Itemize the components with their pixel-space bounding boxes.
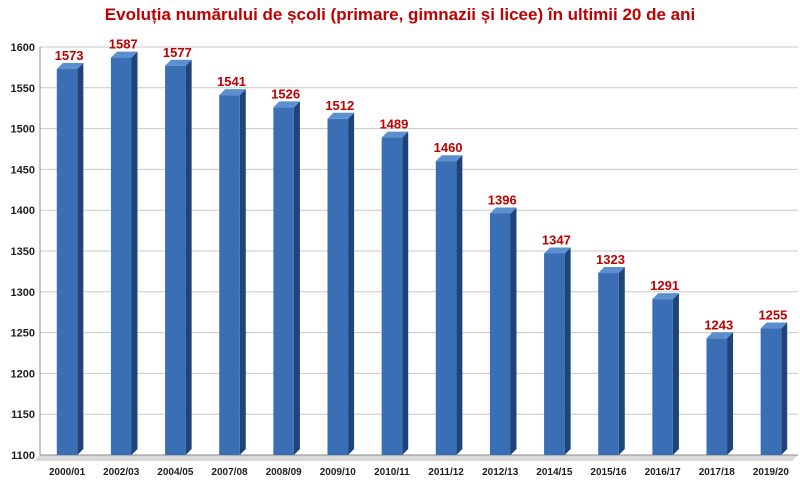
data-label: 1255 [758,308,787,323]
bar-top [652,293,679,300]
bar-side [131,51,138,455]
bar [110,57,132,455]
bar [435,161,457,456]
data-label: 1489 [379,117,408,132]
y-tick-label: 1550 [11,83,35,95]
y-tick-label: 1200 [11,368,35,380]
data-label: 1396 [488,192,517,207]
x-tick-label: 2011/12 [428,467,464,478]
bar-side [618,267,625,455]
bar-side [456,155,463,456]
data-label: 1541 [217,74,246,89]
x-tick-label: 2014/15 [536,467,573,478]
bar [489,213,511,455]
bar-top [706,332,734,339]
data-label: 1512 [325,98,354,113]
y-tick-label: 1300 [11,287,35,299]
bar-top [219,89,246,96]
bar-side [293,101,300,455]
data-label: 1587 [109,37,138,52]
bar [598,273,619,455]
x-tick-label: 2000/01 [49,467,86,478]
data-label: 1323 [596,252,625,267]
bar-side [77,63,84,455]
y-tick-label: 1500 [11,124,35,136]
x-tick-label: 2002/03 [103,467,140,478]
x-tick-label: 2010/11 [374,467,410,478]
bar-side [348,112,355,456]
bar-top [544,247,571,254]
x-tick-label: 2016/17 [645,467,682,478]
y-tick-label: 1150 [11,409,35,421]
x-tick-label: 2015/16 [590,467,627,478]
bar-side [727,332,734,455]
data-label: 1577 [163,45,192,60]
bar-side [672,293,679,455]
bar-side [185,59,192,455]
bar-top [760,322,788,329]
x-tick-label: 2007/08 [211,467,248,478]
bar-top [381,131,409,138]
bar [165,65,186,455]
bar [544,253,565,455]
bar-side [510,207,517,455]
data-label: 1291 [650,278,679,293]
x-tick-label: 2012/13 [482,467,519,478]
bar-side [781,322,788,455]
x-tick-label: 2019/20 [753,467,790,478]
y-tick-label: 1600 [11,42,35,54]
data-label: 1460 [434,140,463,155]
bar-top [327,112,355,119]
x-tick-label: 2008/09 [266,467,303,478]
bar [219,95,240,456]
bar-top [435,155,463,162]
bar-top [56,63,84,70]
bar-top [489,207,517,214]
x-tick-label: 2004/05 [157,467,194,478]
data-label: 1573 [55,48,84,63]
bar-top [165,59,192,66]
y-tick-label: 1450 [11,164,35,176]
y-tick-label: 1350 [11,246,35,258]
chart-title: Evoluția numărului de școli (primare, gi… [104,5,696,24]
bar [652,299,673,455]
data-label: 1347 [542,232,571,247]
chart-floor [34,455,798,461]
x-tick-label: 2009/10 [320,467,357,478]
y-tick-label: 1400 [11,205,35,217]
y-tick-label: 1250 [11,328,35,340]
bar [706,338,728,455]
x-tick-label: 2017/18 [699,467,736,478]
bar [760,328,782,455]
bar [56,69,78,456]
data-label: 1243 [704,317,733,332]
bar [381,137,403,456]
bar-side [564,247,571,455]
bar [327,118,349,456]
data-label: 1526 [271,86,300,101]
bar-top [598,267,625,274]
bar-side [402,131,409,456]
bar-top [273,101,300,108]
bar [273,107,294,455]
bar-side [239,89,246,456]
bar-top [110,51,138,58]
y-tick-label: 1100 [11,450,35,462]
